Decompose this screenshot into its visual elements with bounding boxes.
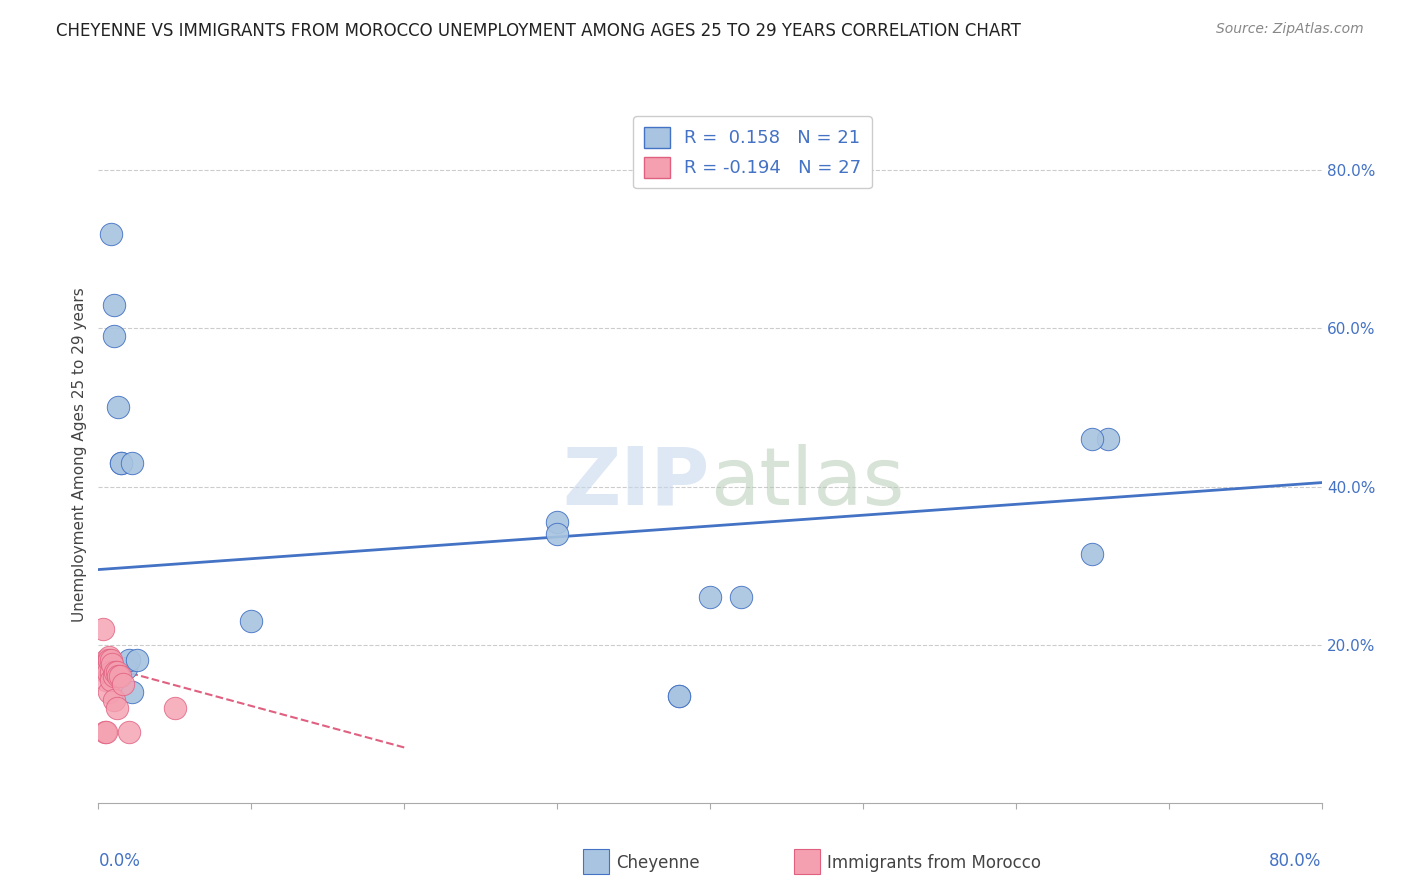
Point bbox=[94, 673, 117, 688]
Point bbox=[100, 653, 122, 667]
Point bbox=[94, 661, 117, 675]
Point bbox=[110, 456, 132, 470]
Point bbox=[103, 298, 125, 312]
Point bbox=[125, 653, 148, 667]
Text: 0.0%: 0.0% bbox=[98, 852, 141, 870]
Point bbox=[699, 591, 721, 605]
Point bbox=[97, 665, 120, 680]
Point bbox=[100, 673, 122, 688]
Point bbox=[115, 661, 138, 675]
Point bbox=[105, 665, 128, 680]
Point bbox=[94, 665, 117, 680]
Point bbox=[103, 329, 125, 343]
Point bbox=[97, 661, 120, 675]
Point bbox=[105, 701, 128, 715]
Y-axis label: Unemployment Among Ages 25 to 29 years: Unemployment Among Ages 25 to 29 years bbox=[72, 287, 87, 623]
Point bbox=[91, 622, 114, 636]
Point bbox=[118, 724, 141, 739]
Point bbox=[1081, 547, 1104, 561]
Point bbox=[110, 456, 132, 470]
Point bbox=[100, 227, 122, 241]
Point bbox=[108, 669, 131, 683]
Point bbox=[118, 653, 141, 667]
Point bbox=[100, 665, 122, 680]
Point bbox=[1097, 432, 1119, 446]
Point bbox=[98, 653, 121, 667]
Point bbox=[546, 527, 568, 541]
Point bbox=[730, 591, 752, 605]
Point bbox=[103, 669, 125, 683]
Text: 80.0%: 80.0% bbox=[1270, 852, 1322, 870]
Point bbox=[104, 665, 127, 680]
Point bbox=[668, 689, 690, 703]
Point bbox=[94, 724, 117, 739]
Point bbox=[94, 653, 117, 667]
Point bbox=[121, 685, 143, 699]
Text: atlas: atlas bbox=[710, 443, 904, 522]
Point bbox=[98, 649, 121, 664]
Point bbox=[93, 724, 115, 739]
Text: CHEYENNE VS IMMIGRANTS FROM MOROCCO UNEMPLOYMENT AMONG AGES 25 TO 29 YEARS CORRE: CHEYENNE VS IMMIGRANTS FROM MOROCCO UNEM… bbox=[56, 22, 1021, 40]
Text: Immigrants from Morocco: Immigrants from Morocco bbox=[827, 854, 1040, 871]
Point bbox=[107, 401, 129, 415]
Text: Cheyenne: Cheyenne bbox=[616, 854, 699, 871]
Point bbox=[98, 685, 121, 699]
Point bbox=[103, 693, 125, 707]
Point bbox=[668, 689, 690, 703]
Point bbox=[163, 701, 186, 715]
Point bbox=[111, 677, 134, 691]
Legend: R =  0.158   N = 21, R = -0.194   N = 27: R = 0.158 N = 21, R = -0.194 N = 27 bbox=[634, 116, 872, 188]
Point bbox=[121, 456, 143, 470]
Text: Source: ZipAtlas.com: Source: ZipAtlas.com bbox=[1216, 22, 1364, 37]
Point bbox=[240, 614, 263, 628]
Point bbox=[94, 657, 117, 672]
Point bbox=[107, 669, 129, 683]
Point bbox=[546, 515, 568, 529]
Point bbox=[1081, 432, 1104, 446]
Point bbox=[101, 657, 124, 672]
Text: ZIP: ZIP bbox=[562, 443, 710, 522]
